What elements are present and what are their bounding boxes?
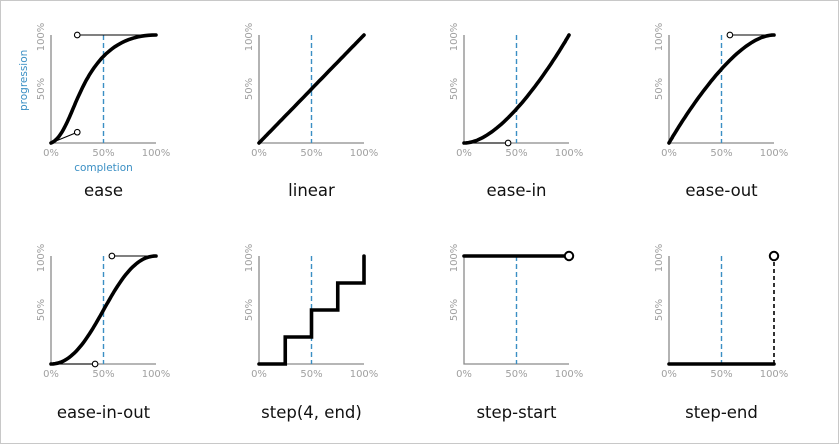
control-point-1 (91, 360, 99, 368)
panel-title: ease (84, 181, 123, 200)
x-tick-50: 50% (505, 369, 527, 380)
panel-title: ease-out (685, 181, 758, 200)
y-tick-50: 50% (449, 78, 460, 100)
x-tick-100: 100% (350, 369, 379, 380)
x-tick-50: 50% (505, 148, 527, 159)
panel-step-start: 0% 50% 100% 50% 100% step-start (449, 244, 583, 422)
panel-step-end: 0% 50% 100% 50% 100% step-end (654, 244, 788, 422)
panel-title: step-start (476, 403, 557, 422)
x-tick-100: 100% (142, 369, 171, 380)
x-tick-100: 100% (760, 148, 789, 159)
x-tick-0: 0% (251, 148, 267, 159)
x-tick-50: 50% (710, 369, 732, 380)
step-curve (257, 254, 366, 366)
timing-curve (49, 33, 158, 145)
x-tick-50: 50% (710, 148, 732, 159)
control-point-1 (73, 128, 81, 136)
y-tick-50: 50% (654, 78, 665, 100)
y-tick-100: 100% (244, 244, 255, 273)
y-tick-50: 50% (654, 299, 665, 321)
panel-title: ease-in-out (57, 403, 151, 422)
control-point-2 (108, 252, 116, 260)
x-tick-100: 100% (142, 148, 171, 159)
y-tick-50: 50% (36, 299, 47, 321)
x-tick-0: 0% (43, 148, 59, 159)
x-tick-0: 0% (456, 148, 472, 159)
x-tick-50: 50% (300, 148, 322, 159)
timing-curve (257, 33, 366, 145)
y-tick-100: 100% (36, 244, 47, 273)
control-point-1 (504, 139, 512, 147)
end-point-open (563, 250, 575, 262)
y-tick-50: 50% (449, 299, 460, 321)
x-tick-50: 50% (92, 369, 114, 380)
y-tick-100: 100% (654, 244, 665, 273)
control-point-2 (726, 31, 734, 39)
x-tick-100: 100% (760, 369, 789, 380)
control-point-2 (73, 31, 81, 39)
x-tick-0: 0% (43, 369, 59, 380)
y-tick-100: 100% (36, 23, 47, 52)
x-tick-0: 0% (251, 369, 267, 380)
x-tick-100: 100% (555, 148, 584, 159)
x-tick-100: 100% (555, 369, 584, 380)
panel-title: step-end (685, 403, 758, 422)
y-tick-50: 50% (244, 299, 255, 321)
y-tick-100: 100% (449, 244, 460, 273)
timing-curve (667, 33, 776, 145)
y-tick-100: 100% (449, 23, 460, 52)
y-axis-label: progression (18, 50, 30, 111)
y-tick-100: 100% (244, 23, 255, 52)
panel-step-4-end-: 0% 50% 100% 50% 100% step(4, end) (244, 244, 378, 422)
x-tick-50: 50% (300, 369, 322, 380)
x-tick-0: 0% (661, 148, 677, 159)
timing-curve (49, 254, 158, 366)
end-point-open (768, 250, 780, 262)
y-tick-100: 100% (654, 23, 665, 52)
x-tick-50: 50% (92, 148, 114, 159)
control-handle-1 (50, 131, 78, 144)
x-tick-0: 0% (456, 369, 472, 380)
y-tick-50: 50% (244, 78, 255, 100)
panel-ease: 0% 50% 100% 50% 100% completion progression eas… (18, 23, 170, 200)
panel-ease-in: 0% 50% 100% 50% 100% ease-in (449, 23, 583, 200)
panel-linear: 0% 50% 100% 50% 100% linear (244, 23, 378, 200)
panel-title: linear (288, 181, 335, 200)
x-tick-100: 100% (350, 148, 379, 159)
x-tick-0: 0% (661, 369, 677, 380)
panel-ease-in-out: 0% 50% 100% 50% 100% ease-in-out (36, 244, 170, 422)
panel-title: ease-in (486, 181, 546, 200)
panel-ease-out: 0% 50% 100% 50% 100% ease-out (654, 23, 788, 200)
axis-lines (463, 256, 569, 365)
y-tick-50: 50% (36, 78, 47, 100)
x-axis-label: completion (74, 162, 133, 174)
panel-title: step(4, end) (261, 403, 362, 422)
timing-curve (462, 33, 571, 145)
